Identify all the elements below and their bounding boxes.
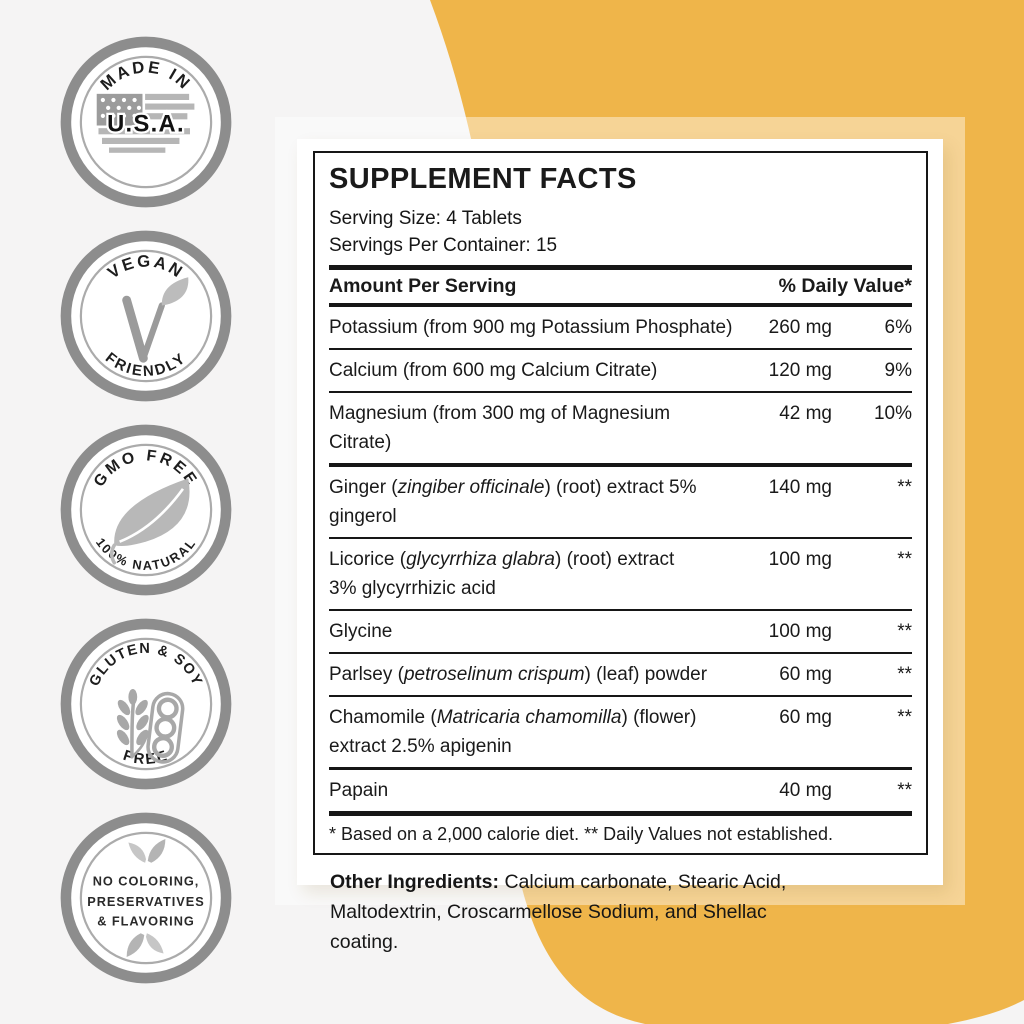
badge-line-3: & FLAVORING	[97, 913, 195, 928]
table-row: Glycine 100 mg **	[329, 611, 912, 652]
divider	[329, 537, 912, 539]
vegan-v-leaf-icon	[122, 277, 189, 363]
badge-center-text: U.S.A.	[107, 111, 185, 138]
amount-cell: 40 mg	[779, 780, 832, 801]
daily-value-cell: **	[897, 621, 912, 642]
amount-cell: 100 mg	[768, 621, 832, 642]
other-ingredients-text: Calcium carbonate, Stearic Acid, Maltode…	[330, 871, 787, 953]
table-row: Parlsey (petroselinum crispum) (leaf) po…	[329, 654, 912, 695]
wheat-soy-pod-icon	[116, 689, 185, 764]
badge-line-1: NO COLORING,	[93, 874, 200, 889]
leaf-icon	[109, 478, 190, 565]
amount-cell: 140 mg	[768, 477, 832, 498]
facts-rows: Potassium (from 900 mg Potassium Phospha…	[329, 307, 912, 816]
amount-cell: 260 mg	[768, 317, 832, 338]
supplement-facts-card: SUPPLEMENT FACTS Serving Size: 4 Tablets…	[297, 139, 943, 953]
other-ingredients: Other Ingredients: Calcium carbonate, St…	[330, 867, 822, 957]
amount-cell: 60 mg	[779, 664, 832, 685]
column-amount-per-serving: Amount Per Serving	[329, 275, 517, 297]
facts-border-box: SUPPLEMENT FACTS Serving Size: 4 Tablets…	[313, 151, 928, 855]
divider	[329, 695, 912, 697]
daily-value-cell: 9%	[884, 360, 912, 381]
table-row: Calcium (from 600 mg Calcium Citrate) 120…	[329, 350, 912, 391]
other-ingredients-label: Other Ingredients:	[330, 871, 500, 893]
daily-value-cell: 6%	[884, 317, 912, 338]
amount-cell: 100 mg	[768, 549, 832, 570]
usa-flag-map-icon	[96, 93, 195, 153]
daily-value-cell: 10%	[873, 403, 912, 424]
badge-line-2: PRESERVATIVES	[87, 894, 204, 909]
divider	[329, 652, 912, 654]
daily-value-cell: **	[897, 664, 912, 685]
footnote: * Based on a 2,000 calorie diet. ** Dail…	[329, 824, 833, 844]
daily-value-cell: **	[897, 477, 912, 498]
divider	[329, 391, 912, 393]
daily-value-cell: **	[897, 707, 912, 728]
amount-cell: 120 mg	[768, 360, 832, 381]
divider	[329, 348, 912, 350]
badge-no-additives: NO COLORING, PRESERVATIVES & FLAVORING	[60, 812, 232, 984]
serving-size: Serving Size: 4 Tablets	[329, 208, 522, 229]
amount-cell: 60 mg	[779, 707, 832, 728]
divider	[329, 463, 912, 467]
badge-gmo-free: GMO FREE 100% NATURAL	[60, 424, 232, 596]
table-header: Amount Per Serving % Daily Value*	[329, 270, 912, 303]
divider	[329, 767, 912, 770]
divider	[329, 265, 912, 270]
divider	[329, 303, 912, 307]
table-row: Ginger (zingiber officinale) (root) extr…	[329, 467, 912, 537]
badge-vegan-friendly: VEGAN FRIENDLY	[60, 230, 232, 402]
table-row: Papain 40 mg **	[329, 770, 912, 811]
daily-value-cell: **	[897, 780, 912, 801]
table-row: Potassium (from 900 mg Potassium Phospha…	[329, 307, 912, 348]
column-daily-value: % Daily Value*	[778, 275, 912, 297]
leaves-icon	[128, 839, 166, 863]
daily-value-cell: **	[897, 549, 912, 570]
badge-made-in-usa: MADE IN U.S.A.	[60, 36, 232, 208]
servings-per-container: Servings Per Container: 15	[329, 235, 558, 256]
panel-title: SUPPLEMENT FACTS	[329, 163, 637, 195]
table-row: Magnesium (from 300 mg of Magnesium Citr…	[329, 393, 912, 463]
divider	[329, 609, 912, 611]
amount-cell: 42 mg	[779, 403, 832, 424]
table-row: Licorice (glycyrrhiza glabra) (root) ext…	[329, 539, 912, 609]
divider	[329, 811, 912, 816]
badge-gluten-soy-free: GLUTEN & SOY FREE	[60, 618, 232, 790]
table-row: Chamomile (Matricaria chamomilla) (flowe…	[329, 697, 912, 767]
